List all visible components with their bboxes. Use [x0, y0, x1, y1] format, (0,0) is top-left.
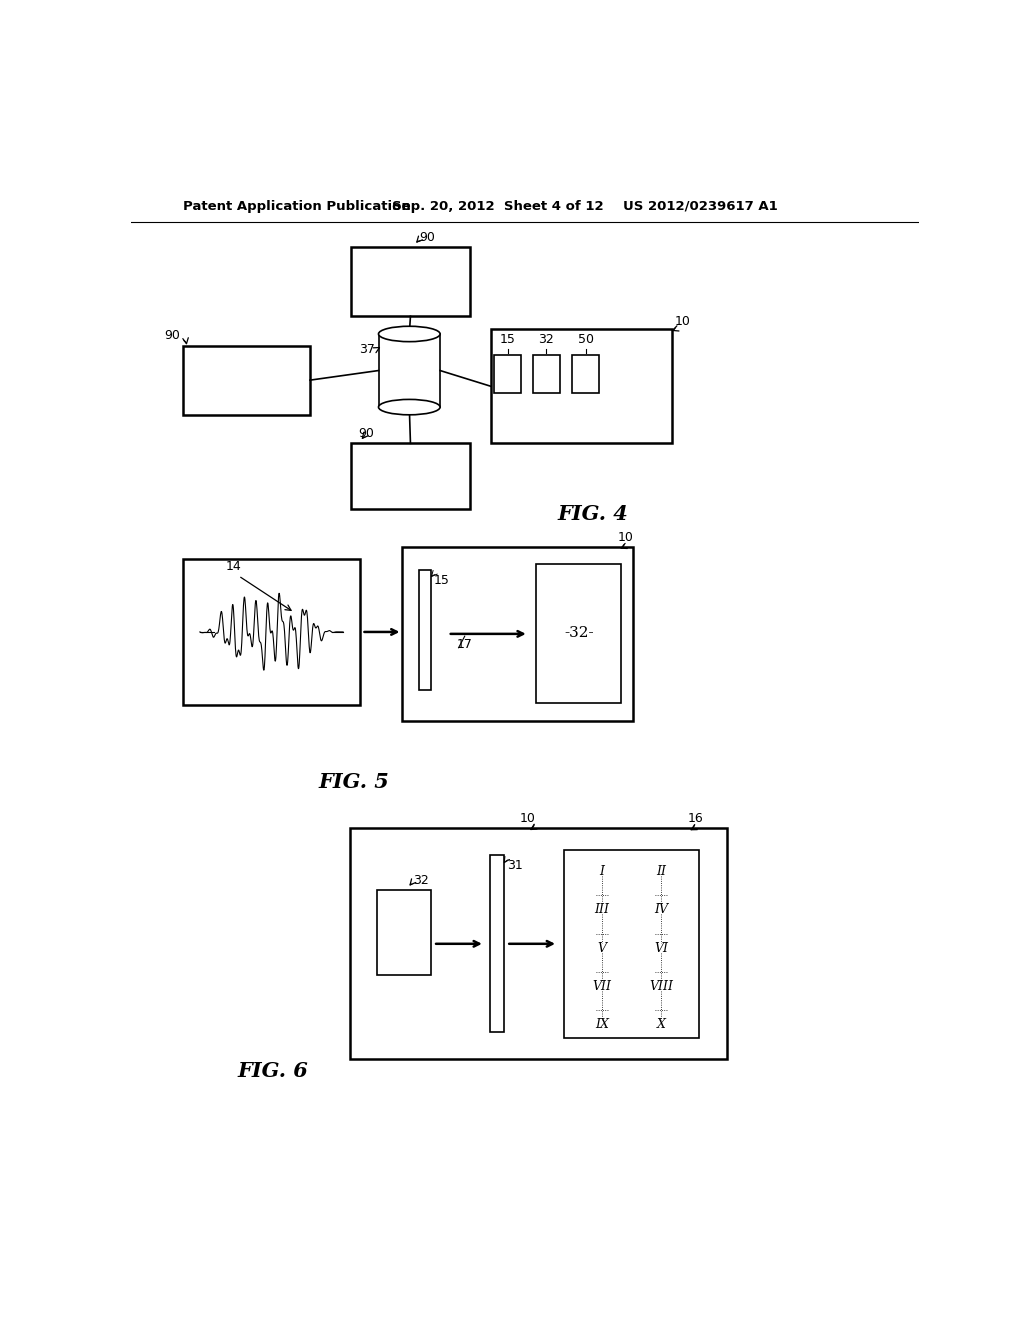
Text: 15: 15	[500, 333, 516, 346]
Text: US 2012/0239617 A1: US 2012/0239617 A1	[624, 199, 778, 213]
Ellipse shape	[379, 326, 440, 342]
Bar	[183, 346, 310, 414]
Text: 10: 10	[674, 314, 690, 327]
Bar	[351, 444, 470, 508]
Bar	[419, 570, 431, 689]
Bar	[564, 850, 698, 1038]
Text: -32-: -32-	[564, 627, 594, 640]
Ellipse shape	[379, 400, 440, 414]
Text: VI: VI	[654, 941, 668, 954]
Text: IX: IX	[595, 1018, 608, 1031]
Bar	[490, 855, 504, 1032]
Text: FIG. 6: FIG. 6	[238, 1061, 308, 1081]
Text: X: X	[656, 1018, 666, 1031]
Text: FIG. 5: FIG. 5	[318, 772, 389, 792]
Text: V: V	[597, 941, 606, 954]
Text: I: I	[599, 865, 604, 878]
Text: VIII: VIII	[649, 979, 673, 993]
Bar	[532, 355, 560, 393]
Bar	[537, 564, 621, 702]
Text: 14: 14	[225, 560, 241, 573]
Bar	[350, 829, 727, 1059]
Text: Sep. 20, 2012  Sheet 4 of 12: Sep. 20, 2012 Sheet 4 of 12	[392, 199, 604, 213]
Text: II: II	[656, 865, 666, 878]
Bar	[490, 330, 672, 444]
Text: 10: 10	[519, 812, 536, 825]
Text: IV: IV	[654, 903, 668, 916]
Bar	[495, 355, 521, 393]
Text: 17: 17	[457, 638, 473, 651]
Text: 16: 16	[687, 812, 703, 825]
Text: 37: 37	[358, 343, 375, 356]
Text: VII: VII	[592, 979, 611, 993]
Text: Patent Application Publication: Patent Application Publication	[183, 199, 411, 213]
Text: FIG. 4: FIG. 4	[557, 504, 628, 524]
Text: 31: 31	[507, 859, 523, 873]
Text: 90: 90	[164, 330, 180, 342]
Text: 32: 32	[413, 874, 429, 887]
Bar	[183, 558, 360, 705]
Bar	[401, 548, 633, 721]
Bar	[377, 890, 431, 974]
Text: III: III	[594, 903, 609, 916]
Text: 50: 50	[578, 333, 594, 346]
Bar	[572, 355, 599, 393]
Text: 15: 15	[434, 574, 450, 587]
Text: 32: 32	[539, 333, 554, 346]
Text: 90: 90	[420, 231, 435, 244]
Text: 90: 90	[358, 428, 375, 441]
Bar	[351, 247, 470, 317]
Bar	[379, 334, 440, 407]
Text: 10: 10	[617, 531, 633, 544]
